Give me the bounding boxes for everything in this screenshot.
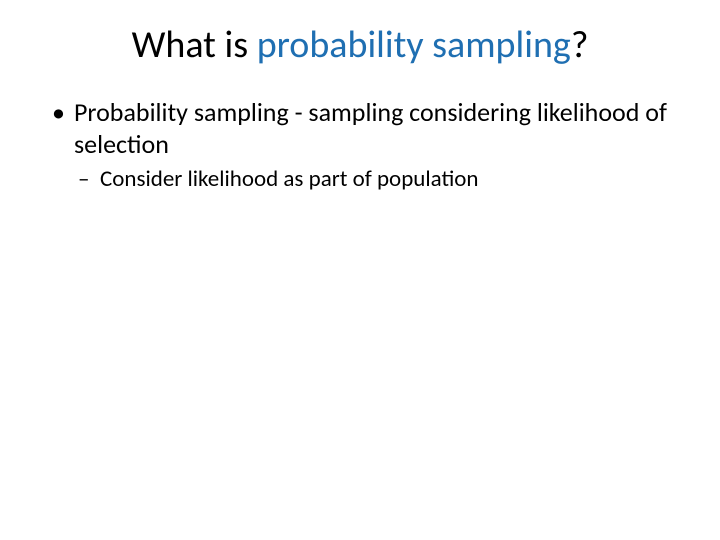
bullet-item: Probability sampling - sampling consider… [48, 96, 672, 194]
bullet-text: Probability sampling - sampling consider… [74, 96, 667, 161]
slide: What is probability sampling? Probabilit… [0, 0, 720, 540]
sub-bullet-item: Consider likelihood as part of populatio… [74, 165, 672, 194]
title-post: ? [571, 22, 589, 68]
title-pre: What is [132, 22, 257, 68]
slide-title: What is probability sampling? [48, 24, 672, 68]
sub-bullet-text: Consider likelihood as part of populatio… [100, 165, 478, 193]
sub-bullet-list: Consider likelihood as part of populatio… [74, 165, 672, 194]
bullet-list: Probability sampling - sampling consider… [48, 96, 672, 194]
title-accent: probability sampling [257, 22, 571, 68]
